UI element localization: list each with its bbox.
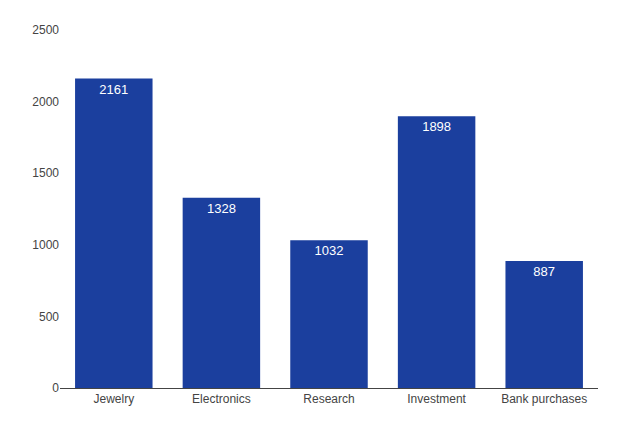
svg-text:1328: 1328 [207,201,236,216]
svg-text:1032: 1032 [315,243,344,258]
svg-text:2161: 2161 [99,82,128,97]
svg-text:0: 0 [52,381,59,395]
svg-text:Jewelry: Jewelry [93,392,134,406]
svg-text:1898: 1898 [422,119,451,134]
svg-text:1000: 1000 [32,238,59,252]
svg-text:Research: Research [303,392,354,406]
svg-text:Bank purchases: Bank purchases [501,392,587,406]
svg-text:Electronics: Electronics [192,392,251,406]
svg-text:2500: 2500 [32,23,59,37]
svg-text:1500: 1500 [32,166,59,180]
svg-text:887: 887 [533,264,555,279]
svg-text:2000: 2000 [32,95,59,109]
svg-text:Investment: Investment [407,392,466,406]
svg-text:500: 500 [39,310,59,324]
